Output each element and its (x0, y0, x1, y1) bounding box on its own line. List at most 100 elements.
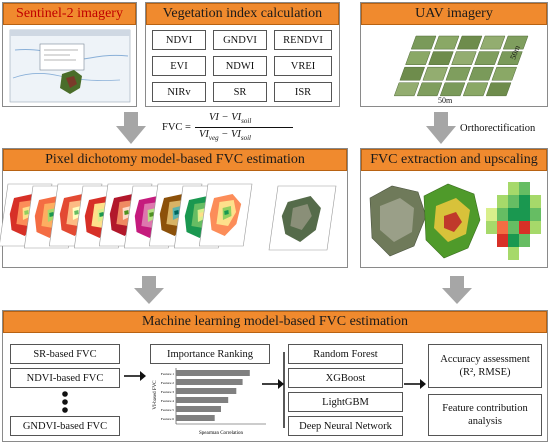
ranking-feature-label: Feature 4 (161, 399, 174, 403)
model-dnn: Deep Neural Network (288, 416, 403, 436)
ranking-ylabel: VI-based FVC (153, 380, 158, 410)
map-region (224, 210, 229, 215)
map-region (149, 212, 154, 217)
input-sr-fvc: SR-based FVC (10, 344, 120, 364)
ranking-bar (176, 415, 215, 421)
ranking-bar (176, 397, 229, 403)
upscaled-pixel (519, 221, 530, 234)
fvc-extraction-header: FVC extraction and upscaling (361, 149, 547, 171)
ranking-bar (176, 388, 237, 394)
uav-tile (462, 82, 489, 97)
pixel-header: Pixel dichotomy model-based FVC estimati… (3, 149, 347, 171)
uav-fvc-detail (444, 212, 462, 232)
feature-line1: Feature contribution (442, 403, 528, 414)
uav-tile (502, 35, 529, 50)
feature-box: Feature contribution analysis (428, 394, 542, 436)
map-region (290, 204, 312, 230)
upscaled-pixel (519, 208, 530, 221)
ml-header: Machine learning model-based FVC estimat… (3, 311, 547, 333)
uav-tile (491, 66, 517, 81)
model-bracket (283, 352, 285, 428)
index-nirv: NIRv (152, 82, 206, 102)
ranking-feature-label: Feature 5 (161, 408, 174, 412)
upscaled-pixel (508, 208, 519, 221)
ranking-feature-label: Feature 6 (161, 417, 174, 421)
formula-den-sub1: veg (208, 134, 219, 143)
upscaled-pixel (497, 234, 508, 247)
ellipsis-dots (62, 391, 68, 413)
sentinel-header: Sentinel-2 imagery (3, 3, 136, 25)
index-vrei: VREI (274, 56, 332, 76)
uav-tile (393, 82, 420, 97)
uav-tile (479, 35, 506, 50)
pixel-fvc-maps (0, 183, 337, 251)
index-sr: SR (213, 82, 267, 102)
accuracy-box: Accuracy assessment (R², RMSE) (428, 344, 542, 388)
arrow-down-left-1 (116, 112, 146, 144)
uav-tile (445, 66, 471, 81)
ranking-bar (176, 406, 221, 412)
feature-line2: analysis (468, 416, 502, 427)
index-ndwi: NDWI (213, 56, 267, 76)
upscaled-pixel (519, 234, 530, 247)
uav-tile (399, 66, 425, 81)
index-rendvi: RENDVI (274, 30, 332, 50)
model-xgboost: XGBoost (288, 368, 403, 388)
formula-den-mid: − VI (218, 129, 241, 140)
arrow-right-3 (404, 379, 426, 389)
fvc-upscaling-images (369, 182, 541, 260)
upscaled-pixel (530, 221, 541, 234)
upscaled-pixel (530, 208, 541, 221)
map-region (74, 210, 79, 215)
uav-tile (428, 51, 454, 65)
ranking-bar (176, 370, 250, 376)
map-region (174, 210, 179, 215)
model-lightgbm: LightGBM (288, 392, 403, 412)
upscaled-pixel (508, 182, 519, 195)
upscaled-pixel (508, 195, 519, 208)
formula-num: VI − VI (209, 112, 242, 123)
upscaled-pixel (486, 221, 497, 234)
upscaled-pixel (519, 195, 530, 208)
formula-den: VI (199, 129, 209, 140)
uav-tile (433, 35, 460, 50)
input-gndvi-fvc: GNDVI-based FVC (10, 416, 120, 436)
uav-tile (497, 51, 523, 65)
index-ndvi: NDVI (152, 30, 206, 50)
input-ndvi-fvc: NDVI-based FVC (10, 368, 120, 388)
uav-tile (468, 66, 494, 81)
index-evi: EVI (152, 56, 206, 76)
formula-den-sub2: soil (240, 134, 252, 143)
ranking-feature-label: Feature 3 (161, 390, 174, 394)
uav-tile (456, 35, 483, 50)
uav-tile (439, 82, 466, 97)
uav-dim-bottom: 50m (438, 96, 453, 105)
uav-tile (405, 51, 431, 65)
uav-tile (410, 35, 437, 50)
arrow-right-1 (124, 371, 146, 381)
uav-rgb-detail (380, 198, 414, 242)
uav-tile (422, 66, 448, 81)
formula-num-sub: soil (241, 117, 252, 126)
uav-tile (416, 82, 443, 97)
fvc-map-rgb (268, 185, 337, 251)
sentinel-map (9, 29, 131, 103)
map-region (99, 212, 104, 217)
upscaled-pixel (508, 234, 519, 247)
upscaled-pixel (508, 221, 519, 234)
ortho-label: Orthorectification (460, 123, 536, 134)
ranking-xlabel: Spearman Correlation (199, 431, 244, 436)
arrow-down-left-2 (134, 276, 164, 304)
formula-lhs: FVC = (162, 122, 191, 133)
map-region (49, 212, 54, 217)
ranking-title: Importance Ranking (150, 344, 270, 364)
map-region (24, 210, 29, 215)
accuracy-metrics: (R², RMSE) (459, 367, 511, 378)
map-region (124, 210, 129, 215)
upscaled-pixel (486, 208, 497, 221)
ranking-bar (176, 379, 243, 385)
uav-header: UAV imagery (361, 3, 547, 25)
arrow-down-right-2 (442, 276, 472, 304)
upscaled-pixel (508, 247, 519, 260)
ranking-feature-label: Feature 1 (161, 372, 174, 376)
